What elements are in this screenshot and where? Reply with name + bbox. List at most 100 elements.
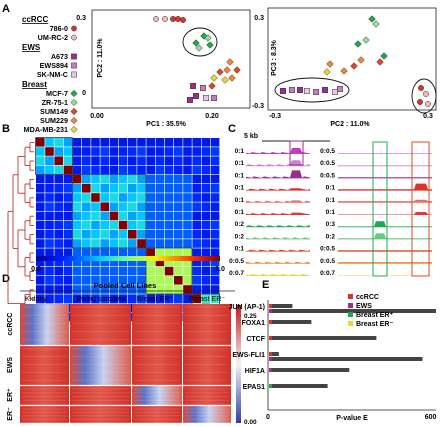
track-signal-right: [338, 183, 432, 191]
pooled-block: [132, 406, 182, 423]
heatmap-cell: [36, 202, 45, 211]
heatmap-cell: [91, 147, 100, 156]
heatmap-cell: [210, 239, 220, 248]
heatmap-cell: [164, 193, 174, 202]
pca2-point: [322, 87, 328, 93]
heatmap-cell: [54, 248, 63, 257]
pooled-block: [132, 304, 182, 345]
bar-category-label: FOXA1: [242, 320, 265, 327]
pca1-ytick-top: 0.3: [76, 15, 86, 22]
heatmap-cell: [128, 266, 137, 276]
heatmap-cell: [36, 285, 45, 294]
legend-marker: [70, 107, 78, 116]
heatmap-cell: [201, 174, 211, 184]
pooled-block: [132, 346, 182, 385]
heatmap-cell: [54, 202, 63, 211]
heatmap-cell: [72, 193, 82, 202]
heatmap-cell: [183, 156, 192, 165]
heatmap-cell: [72, 294, 82, 303]
heatmap-cell: [201, 285, 211, 294]
pooled-block: [183, 346, 231, 385]
heatmap-cell: [72, 248, 82, 257]
pooled-block: [20, 346, 69, 385]
heatmap-cell: [183, 147, 192, 156]
heatmap-cell: [128, 248, 137, 257]
heatmap-cell: [146, 239, 155, 248]
legend-marker: [70, 89, 78, 98]
heatmap-cell: [155, 220, 165, 230]
pca1-point: [203, 95, 209, 101]
heatmap-cell: [91, 230, 100, 239]
heatmap-cell: [72, 257, 82, 267]
heatmap-cell: [128, 285, 137, 294]
legend-item-label: MDA-MB-231: [24, 125, 68, 134]
heatmap-cell: [192, 248, 201, 257]
heatmap-cell: [72, 156, 82, 165]
heatmap-cell: [128, 202, 137, 211]
pca1-points: [153, 16, 241, 103]
heatmap-cell: [137, 285, 146, 294]
heatmap-cell: [201, 147, 211, 156]
heatmap-cell: [192, 156, 201, 165]
pca2-ytick-bottom: -0.3: [252, 103, 264, 110]
heatmap-cell: [192, 266, 201, 276]
heatmap-cell: [146, 257, 155, 267]
legend-group-title: ccRCC: [22, 15, 48, 24]
pooled-block: [70, 386, 131, 405]
scale-bar-label: 5 kb: [244, 133, 258, 140]
track-scale-left: 0:1: [235, 197, 245, 204]
heatmap-cell: [155, 230, 165, 239]
heatmap-cell: [210, 276, 220, 285]
heatmap-cell: [91, 138, 100, 147]
bar-chart-legend: ccRCC EWS Breast ER⁺ Breast ER⁻: [348, 294, 393, 328]
heatmap-cell: [137, 248, 146, 257]
pca2-points: [280, 15, 431, 107]
bar-series-marker: [269, 309, 272, 313]
heatmap-cell: [100, 211, 109, 221]
heatmap-cell: [100, 156, 109, 165]
track-signal-right: [338, 233, 432, 240]
heatmap-cell: [72, 184, 82, 193]
heatmap-cell: [63, 184, 73, 193]
heatmap-cell: [155, 266, 165, 276]
bar: [272, 304, 293, 308]
heatmap-cell: [100, 184, 109, 193]
heatmap-cell: [45, 174, 54, 184]
heatmap-cell: [146, 156, 155, 165]
heatmap-cell: [109, 276, 119, 285]
pooled-row-label: ccRCC: [7, 313, 14, 336]
heatmap-cell: [100, 230, 109, 239]
heatmap-cell: [183, 138, 192, 147]
pca2-point: [304, 88, 310, 94]
heatmap-cell: [54, 285, 63, 294]
heatmap-cell: [36, 165, 45, 175]
track-signal-left: [246, 225, 310, 228]
legend-item-label: UM-RC-2: [38, 33, 68, 42]
heatmap-cell: [36, 138, 45, 147]
heatmap-cell: [45, 257, 54, 267]
bar-series-marker: [269, 357, 272, 361]
heatmap-cell: [54, 193, 63, 202]
heatmap-cell: [201, 294, 211, 303]
track-signal-right: [338, 153, 432, 154]
pca1-point: [193, 93, 199, 99]
heatmap-cell: [100, 285, 109, 294]
heatmap-cell: [174, 257, 183, 267]
heatmap-cell: [183, 220, 192, 230]
pca2-point: [372, 20, 380, 28]
track-scale-left: 0:2: [235, 233, 245, 240]
heatmap-cell: [54, 211, 63, 221]
legend-item-label: SUM149: [40, 107, 68, 116]
heatmap-cell: [100, 276, 109, 285]
pvalue-bar-chart: 0 600 P-value E JUN (AP-1) FOXA1 CTCF EWS-FLI1…: [228, 294, 437, 422]
pca1-cluster-ellipse: [182, 27, 218, 57]
heatmap-cell: [82, 276, 91, 285]
heatmap-cell: [192, 294, 201, 303]
heatmap-cell: [174, 248, 183, 257]
heatmap-cell: [82, 202, 91, 211]
heatmap-cell: [45, 147, 54, 156]
heatmap-cell: [45, 193, 54, 202]
bar-series-marker: [269, 336, 272, 340]
heatmap-cell: [146, 266, 155, 276]
track-signal-right: [338, 262, 432, 264]
